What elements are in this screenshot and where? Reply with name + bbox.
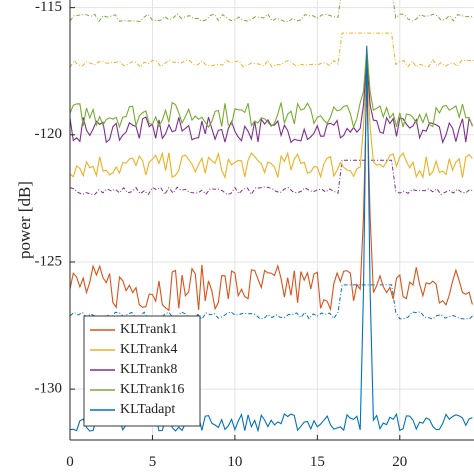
legend-box bbox=[83, 315, 201, 427]
y-tick-label: -120 bbox=[35, 126, 63, 142]
series-line-KLTrank1 bbox=[69, 83, 473, 312]
grid bbox=[69, 0, 474, 440]
legend: KLTrank1 KLTrank4 KLTrank8 KLTrank16 KLTadap… bbox=[83, 315, 201, 427]
legend-label: KLTadapt bbox=[120, 402, 175, 417]
reference-trace bbox=[69, 32, 474, 68]
x-ticks: 0 5 10 15 20 bbox=[66, 435, 407, 470]
reference-trace bbox=[69, 159, 474, 196]
reference-trace bbox=[69, 284, 474, 320]
reference-trace bbox=[69, 0, 474, 23]
series-line-KLTrank8 bbox=[69, 58, 473, 145]
series-line-KLTrank16 bbox=[69, 48, 473, 129]
x-tick-label: 10 bbox=[227, 454, 242, 470]
x-tick-label: 5 bbox=[149, 454, 157, 470]
y-tick-label: -130 bbox=[35, 381, 63, 397]
legend-label: KLTrank16 bbox=[120, 382, 184, 397]
legend-label: KLTrank4 bbox=[120, 342, 177, 357]
y-tick-label: -115 bbox=[35, 0, 62, 15]
x-tick-label: 0 bbox=[66, 454, 74, 470]
legend-label: KLTrank8 bbox=[120, 362, 177, 377]
series-line-KLTrank4 bbox=[69, 55, 473, 180]
x-tick-label: 15 bbox=[310, 454, 325, 470]
legend-label: KLTrank1 bbox=[120, 322, 177, 337]
y-axis-label: power [dB] bbox=[15, 181, 34, 259]
y-tick-label: -125 bbox=[35, 253, 63, 269]
x-tick-label: 20 bbox=[392, 454, 407, 470]
reference-lines bbox=[69, 0, 474, 320]
axes bbox=[69, 0, 474, 441]
y-ticks: -115 -120 -125 -130 bbox=[35, 0, 75, 397]
